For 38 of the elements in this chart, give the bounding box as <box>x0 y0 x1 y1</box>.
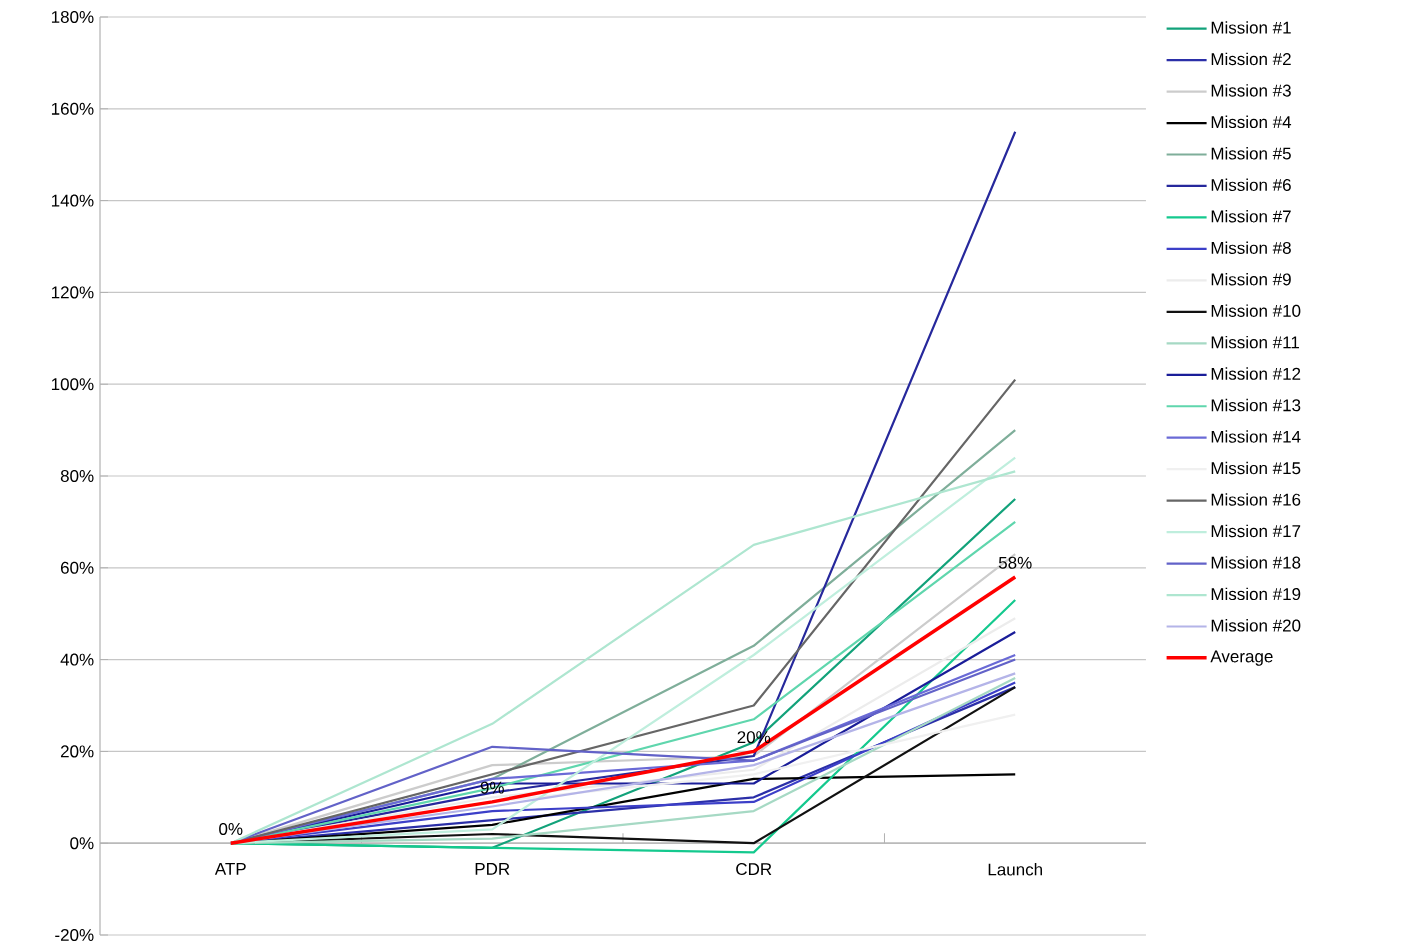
legend-label: Mission #1 <box>1211 21 1291 34</box>
legend-label: Mission #10 <box>1211 304 1301 318</box>
y-tick-label: 160% <box>51 102 94 115</box>
legend-label: Mission #16 <box>1211 493 1301 506</box>
y-tick-label: 20% <box>60 745 94 758</box>
y-tick-label: 120% <box>51 286 94 299</box>
legend-label: Mission #9 <box>1211 273 1291 286</box>
legend-label: Mission #20 <box>1211 619 1301 632</box>
legend-label: Mission #14 <box>1211 430 1301 443</box>
x-tick-label: ATP <box>214 863 246 875</box>
annotation: 0% <box>219 823 243 836</box>
y-tick-label: 0% <box>70 837 94 850</box>
legend-label: Mission #2 <box>1211 52 1291 66</box>
y-tick-label: -20% <box>55 929 94 942</box>
legend-label: Mission #3 <box>1211 84 1291 97</box>
y-tick-label: 100% <box>51 378 94 391</box>
legend-label: Mission #12 <box>1211 367 1301 380</box>
legend-label: Mission #5 <box>1211 147 1291 160</box>
legend-label: Mission #13 <box>1211 398 1301 412</box>
x-tick-label: PDR <box>475 863 510 875</box>
legend-label: Mission #4 <box>1211 115 1292 129</box>
legend-label: Mission #19 <box>1211 587 1301 601</box>
legend-label: Mission #17 <box>1211 524 1301 538</box>
y-tick-label: 180% <box>51 11 94 24</box>
x-tick-label: CDR <box>736 863 772 876</box>
y-tick-label: 80% <box>60 470 94 483</box>
legend-label: Mission #11 <box>1211 336 1299 349</box>
legend-label: Mission #18 <box>1211 556 1301 569</box>
legend-label: Mission #15 <box>1211 461 1301 475</box>
legend-label: Average <box>1210 650 1273 666</box>
annotation: 58% <box>998 556 1032 569</box>
y-tick-label: 140% <box>51 194 94 207</box>
legend-label: Mission #8 <box>1211 241 1291 255</box>
legend-label: Mission #7 <box>1211 210 1291 223</box>
y-tick-label: 60% <box>60 561 94 574</box>
legend-label: Mission #6 <box>1211 178 1291 192</box>
y-tick-label: 40% <box>60 653 94 666</box>
x-tick-label: Launch <box>988 863 1042 876</box>
